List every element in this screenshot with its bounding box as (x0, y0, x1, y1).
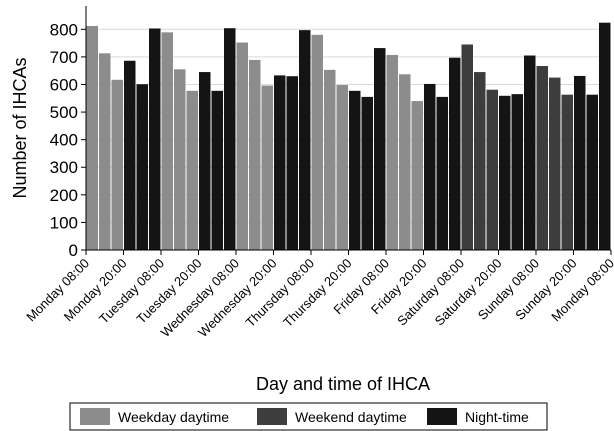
bar (361, 96, 373, 251)
y-tick-label: 300 (50, 158, 78, 177)
bar (461, 44, 473, 250)
y-tick-label: 500 (50, 103, 78, 122)
bar (124, 60, 136, 250)
bar (336, 85, 348, 250)
bar (174, 69, 186, 250)
bar (236, 42, 248, 250)
legend-swatch (427, 408, 457, 425)
legend-label: Weekday daytime (118, 409, 229, 425)
y-tick-label: 800 (50, 20, 78, 39)
bar (486, 89, 498, 250)
y-tick-label: 400 (50, 131, 78, 150)
bar (99, 53, 111, 250)
bar (561, 94, 573, 250)
bar (274, 75, 286, 251)
bar (536, 66, 548, 250)
bar (199, 72, 211, 250)
bar (149, 28, 161, 251)
bar (299, 30, 311, 250)
bar (224, 28, 236, 251)
bar (599, 22, 611, 251)
bar (186, 90, 198, 251)
bar (249, 59, 261, 251)
legend-label: Weekend daytime (295, 409, 407, 425)
y-tick-label: 600 (50, 75, 78, 94)
bar (474, 72, 486, 250)
bar (136, 84, 148, 250)
bar (111, 79, 123, 250)
x-axis-label: Day and time of IHCA (256, 374, 430, 394)
bar-series (86, 22, 611, 251)
bar (436, 96, 448, 251)
bar (399, 74, 411, 250)
bar (449, 57, 461, 250)
x-tick-label: Tuesday 08:00 (96, 256, 167, 327)
y-tick-label: 0 (69, 241, 78, 260)
y-tick-label: 200 (50, 186, 78, 205)
bar (374, 48, 386, 250)
bar (549, 77, 561, 250)
bar (574, 75, 586, 251)
y-tick-label: 100 (50, 213, 78, 232)
bar (411, 101, 423, 250)
bar (349, 90, 361, 251)
bar (511, 94, 523, 250)
bar (311, 34, 323, 250)
bar (86, 26, 98, 250)
legend-label: Night-time (465, 409, 529, 425)
y-axis-label: Number of IHCAs (10, 57, 30, 198)
bar (386, 54, 398, 251)
bar (424, 83, 436, 251)
gridlines (86, 28, 611, 251)
bar (161, 32, 173, 251)
y-tick-label: 700 (50, 48, 78, 67)
legend-swatch (257, 408, 287, 425)
x-tick-label: Monday 08:00 (23, 256, 92, 325)
x-tick-label: Tuesday 20:00 (134, 256, 205, 327)
legend-swatch (80, 408, 110, 425)
bar (499, 95, 511, 250)
legend: Weekday daytime Weekend daytime Night-time (69, 402, 548, 431)
bar (211, 90, 223, 251)
bar (524, 55, 536, 250)
y-axis-ticks: 0 100 200 300 400 500 600 700 800 (50, 20, 86, 260)
bar (261, 85, 273, 250)
legend-box (69, 402, 548, 431)
bar (324, 69, 336, 251)
bar (286, 76, 298, 250)
bar (586, 94, 598, 250)
